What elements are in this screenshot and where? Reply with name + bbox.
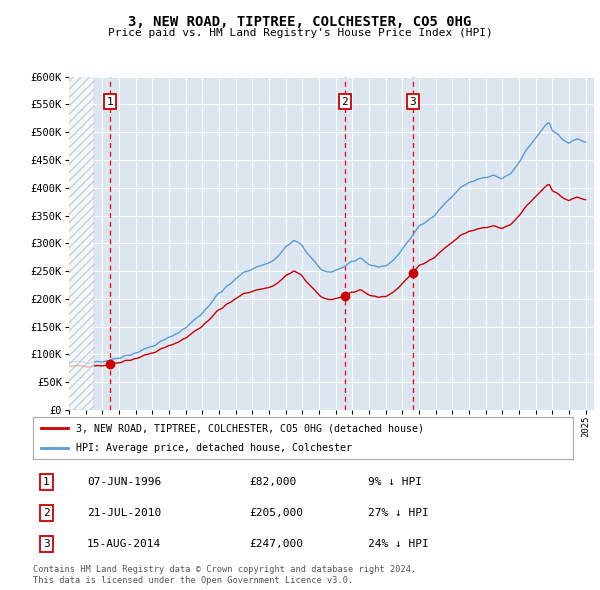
Text: 27% ↓ HPI: 27% ↓ HPI	[368, 508, 428, 518]
Text: 3, NEW ROAD, TIPTREE, COLCHESTER, CO5 0HG (detached house): 3, NEW ROAD, TIPTREE, COLCHESTER, CO5 0H…	[76, 424, 424, 434]
Text: Contains HM Land Registry data © Crown copyright and database right 2024.: Contains HM Land Registry data © Crown c…	[33, 565, 416, 574]
Text: 3: 3	[409, 97, 416, 107]
Text: 24% ↓ HPI: 24% ↓ HPI	[368, 539, 428, 549]
Text: 07-JUN-1996: 07-JUN-1996	[87, 477, 161, 487]
Text: £82,000: £82,000	[249, 477, 296, 487]
Text: £205,000: £205,000	[249, 508, 303, 518]
Text: 3, NEW ROAD, TIPTREE, COLCHESTER, CO5 0HG: 3, NEW ROAD, TIPTREE, COLCHESTER, CO5 0H…	[128, 15, 472, 30]
Text: £247,000: £247,000	[249, 539, 303, 549]
Text: 9% ↓ HPI: 9% ↓ HPI	[368, 477, 422, 487]
Text: Price paid vs. HM Land Registry's House Price Index (HPI): Price paid vs. HM Land Registry's House …	[107, 28, 493, 38]
Text: 1: 1	[43, 477, 50, 487]
Text: 21-JUL-2010: 21-JUL-2010	[87, 508, 161, 518]
Text: 1: 1	[106, 97, 113, 107]
Text: 2: 2	[341, 97, 348, 107]
Text: 2: 2	[43, 508, 50, 518]
Text: 3: 3	[43, 539, 50, 549]
Text: 15-AUG-2014: 15-AUG-2014	[87, 539, 161, 549]
Text: HPI: Average price, detached house, Colchester: HPI: Average price, detached house, Colc…	[76, 444, 352, 453]
Text: This data is licensed under the Open Government Licence v3.0.: This data is licensed under the Open Gov…	[33, 576, 353, 585]
